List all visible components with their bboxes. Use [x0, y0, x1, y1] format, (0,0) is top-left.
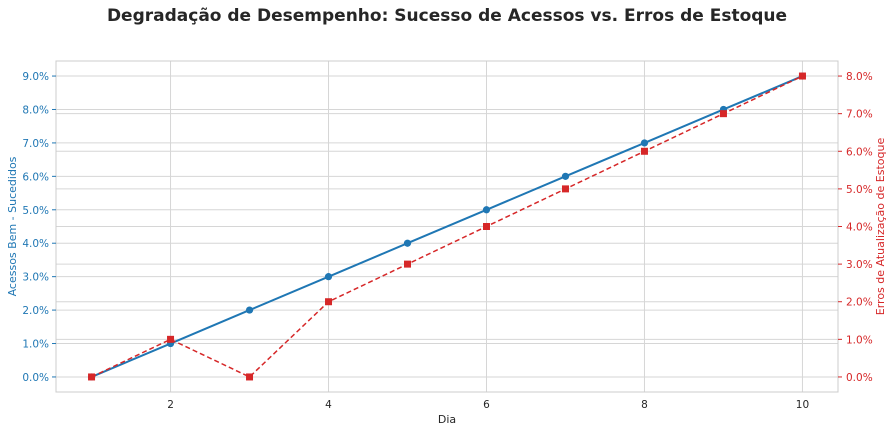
y-right-tick-label: 4.0%	[846, 222, 873, 234]
series-2-point	[798, 72, 806, 80]
series-2-point	[88, 373, 96, 381]
series-line-2	[91, 75, 803, 378]
series-2-point	[325, 298, 333, 306]
y-left-tick-label: 2.0%	[22, 305, 49, 317]
series-2-point	[640, 147, 648, 155]
x-tick-label: 2	[167, 399, 174, 411]
series-layer	[87, 72, 807, 381]
series-2-point	[719, 110, 727, 118]
y-left-tick-label: 8.0%	[22, 104, 49, 116]
series-1-point	[482, 206, 491, 214]
y-left-tick-label: 4.0%	[22, 238, 49, 250]
y-left-tick-label: 0.0%	[22, 372, 49, 384]
y-right-tick-label: 1.0%	[846, 334, 873, 346]
y-axis-left: 0.0% 1.0% 2.0% 3.0% 4.0% 5.0% 6.0% 7.0% 8.0% 9.0%	[22, 71, 56, 384]
y-right-tick-label: 2.0%	[846, 297, 873, 309]
series-1-point	[245, 306, 254, 314]
series-line-1	[91, 75, 803, 378]
x-tick-label: 4	[325, 399, 332, 411]
series-2-point	[246, 373, 254, 381]
grid	[56, 61, 838, 392]
y-left-tick-label: 3.0%	[22, 272, 49, 284]
y-right-tick-label: 8.0%	[846, 71, 873, 83]
y-left-tick-label: 9.0%	[22, 71, 49, 83]
y-left-tick-label: 6.0%	[22, 171, 49, 183]
series-1-point	[403, 239, 412, 247]
x-tick-label: 10	[796, 399, 809, 411]
y-right-tick-label: 5.0%	[846, 184, 873, 196]
y-right-tick-label: 0.0%	[846, 372, 873, 384]
y-axis-right-label: Erros de Atualização de Estoque	[874, 138, 887, 316]
y-right-tick-label: 6.0%	[846, 146, 873, 158]
x-tick-label: 8	[641, 399, 648, 411]
series-2-point	[167, 335, 175, 343]
series-2-point	[404, 260, 412, 268]
y-right-tick-label: 3.0%	[846, 259, 873, 271]
x-tick-label: 6	[483, 399, 490, 411]
y-axis-right: 0.0% 1.0% 2.0% 3.0% 4.0% 5.0% 6.0% 7.0% 8.0%	[838, 71, 873, 384]
y-right-tick-label: 7.0%	[846, 109, 873, 121]
y-left-tick-label: 5.0%	[22, 205, 49, 217]
series-1-point	[324, 273, 333, 281]
series-2-point	[561, 185, 569, 193]
y-left-tick-label: 1.0%	[22, 339, 49, 351]
chart-title: Degradação de Desempenho: Sucesso de Ace…	[107, 6, 787, 26]
series-1-point	[640, 139, 649, 147]
x-axis: 2 4 6 8 10	[167, 399, 809, 411]
y-axis-left-label: Acessos Bem - Sucedidos	[6, 156, 19, 296]
x-axis-label: Dia	[438, 413, 456, 426]
series-1-point	[561, 172, 570, 180]
series-2-point	[482, 223, 490, 230]
y-left-tick-label: 7.0%	[22, 138, 49, 150]
